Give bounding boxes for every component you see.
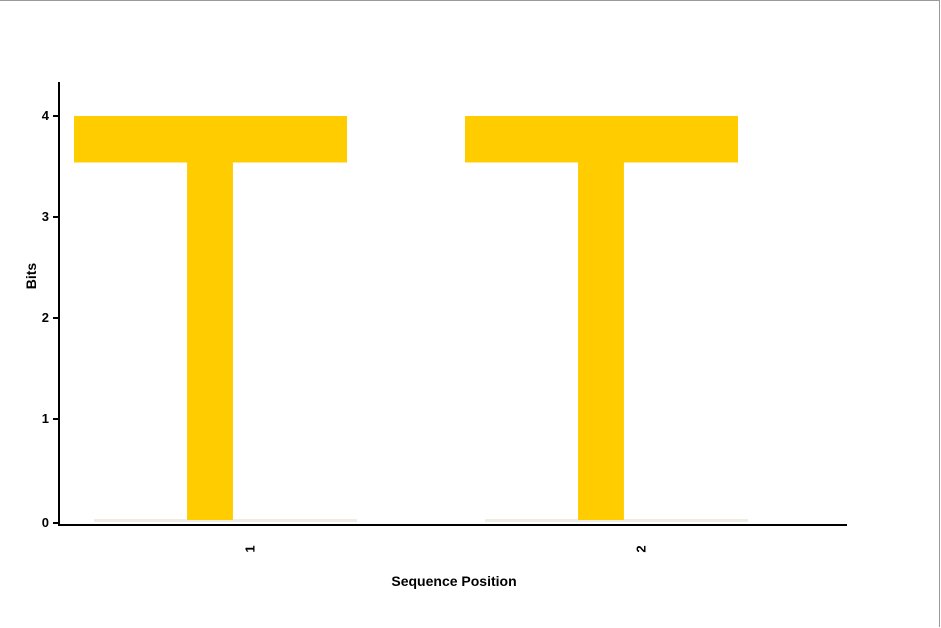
y-axis-title: Bits [23, 263, 39, 290]
letter-crossbar [74, 116, 347, 163]
logo-letters [74, 116, 748, 522]
letter-stem [578, 161, 624, 520]
logo-letter-T-pos-1 [74, 116, 347, 520]
y-tick-label: 0 [42, 515, 49, 530]
y-tick-label: 3 [42, 209, 49, 224]
x-axis-title: Sequence Position [391, 573, 516, 589]
y-tick-label: 1 [42, 411, 49, 426]
x-tick-label: 1 [243, 545, 258, 552]
logo-baseline-residue [485, 519, 748, 522]
logo-letter-T-pos-2 [465, 116, 738, 520]
y-tick-label: 4 [42, 108, 50, 123]
letter-crossbar [465, 116, 738, 163]
logo-baseline-residue [94, 519, 357, 522]
axes [58, 82, 847, 526]
y-ticks: 0 1 2 3 4 [42, 108, 59, 530]
y-tick-label: 2 [42, 310, 49, 325]
x-tick-label: 2 [634, 545, 649, 552]
letter-stem [187, 161, 233, 520]
